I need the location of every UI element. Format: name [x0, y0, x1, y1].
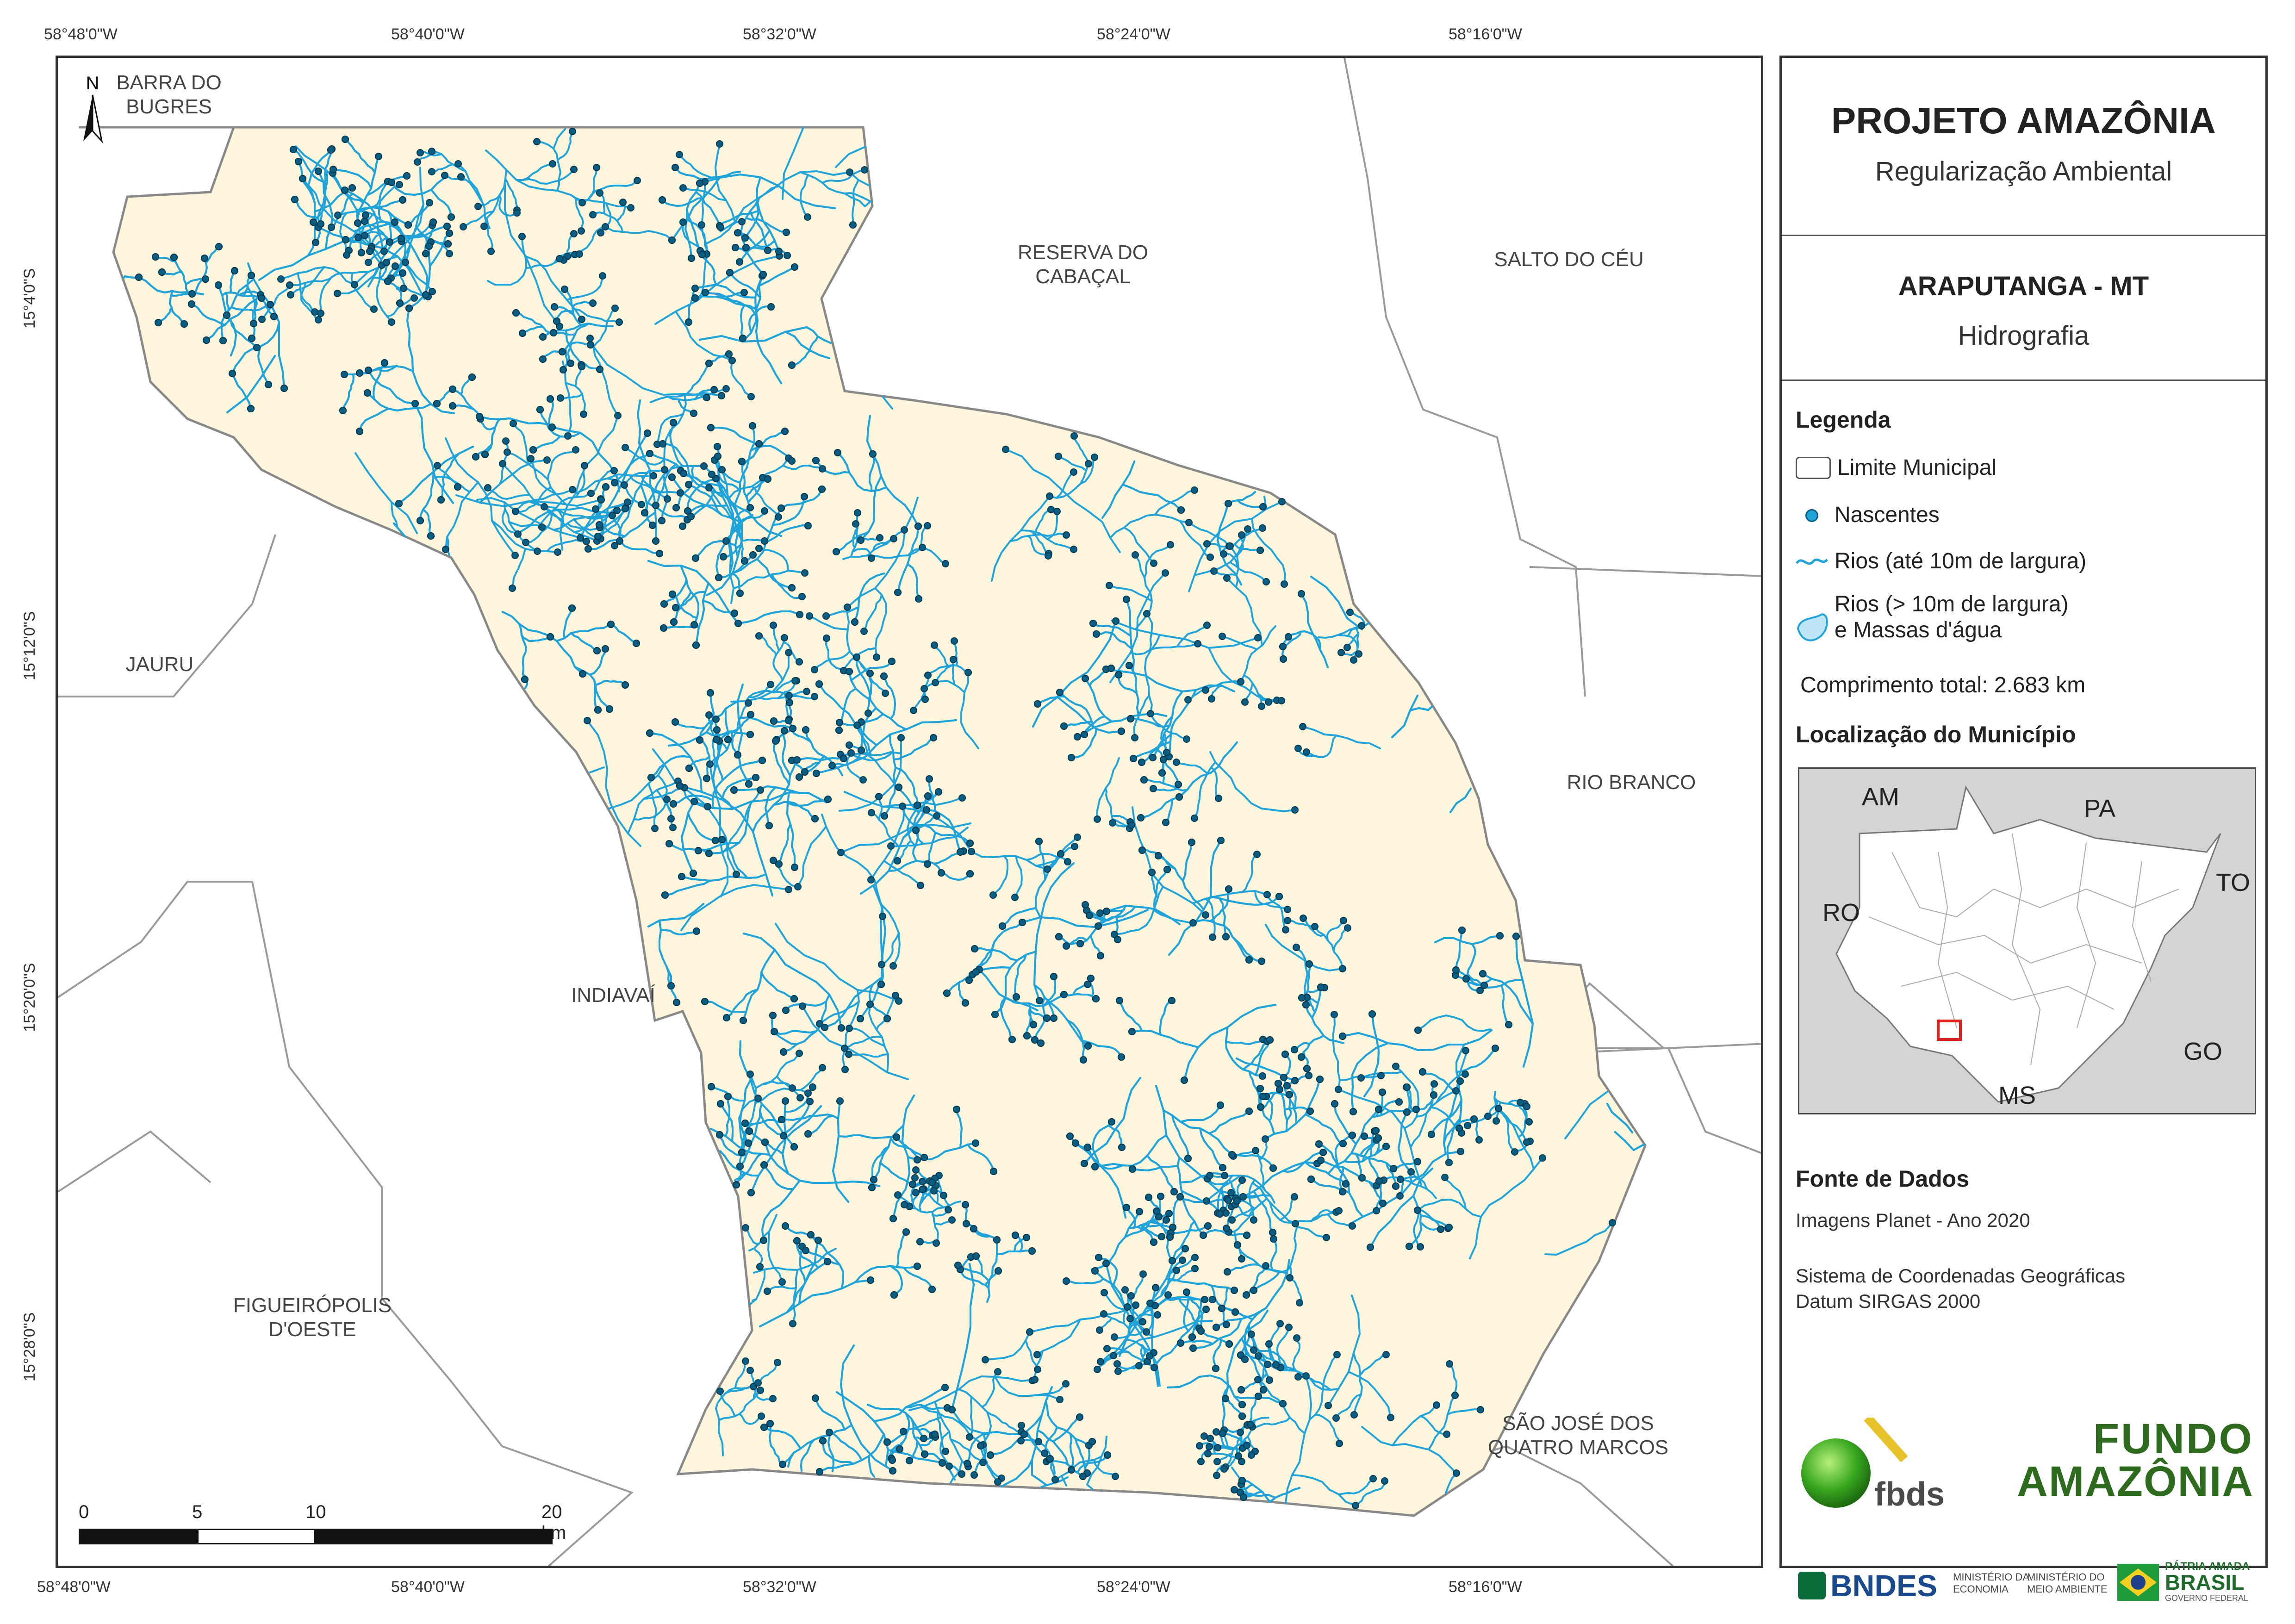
legend-section: Legenda Limite Municipal Nascentes Rios …: [1782, 381, 2265, 1603]
coord-top-1: 58°48'0"W: [44, 25, 118, 43]
coord-top-3: 58°32'0"W: [743, 25, 816, 43]
coord-top-4: 58°24'0"W: [1097, 25, 1170, 43]
municipality-boundary: [79, 126, 1647, 1517]
inset-label-am: AM: [1862, 783, 1899, 811]
governo-text: GOVERNO FEDERAL: [2165, 1593, 2249, 1603]
coord-left-2: 15°12'0"S: [21, 611, 38, 680]
spring-swatch: [1796, 502, 1828, 528]
north-label: N: [86, 73, 100, 93]
min-economia-1: MINISTÉRIO DA: [1953, 1571, 2030, 1583]
scale-bar: 0 5 10 20 km: [79, 1502, 569, 1548]
coord-top-2: 58°40'0"W: [391, 25, 465, 43]
water-body-swatch: [1797, 613, 1828, 641]
ministerio-ambiente: MINISTÉRIO DO MEIO AMBIENTE: [2027, 1571, 2108, 1595]
source-line-3: Datum SIRGAS 2000: [1796, 1290, 1981, 1312]
source-line-1: Imagens Planet - Ano 2020: [1796, 1209, 2030, 1231]
map-canvas: [58, 58, 1761, 1566]
bndes-text: BNDES: [1830, 1568, 1938, 1603]
location-inset-map: AM PA TO RO GO MS: [1798, 767, 2256, 1114]
coord-bottom-5: 58°16'0"W: [1449, 1578, 1522, 1596]
limite-swatch: [1796, 456, 1831, 479]
inset-label-pa: PA: [2084, 795, 2116, 822]
fundo-amazonia-logo: FUNDO AMAZÔNIA: [1976, 1415, 2254, 1505]
legend-label-rios-big-1: Rios (> 10m de largura): [1835, 592, 2069, 616]
label-salto-do-ceu: SALTO DO CÉU: [1494, 248, 1644, 271]
bndes-logo: BNDES: [1798, 1568, 1937, 1603]
municipality-section: ARAPUTANGA - MT Hidrografia: [1782, 236, 2265, 381]
scale-label-10: 10: [305, 1502, 326, 1522]
coord-left-3: 15°20'0"S: [21, 963, 38, 1032]
coord-left-1: 15°4'0"S: [21, 268, 38, 329]
map-frame: N BARRA DO BUGRES RESERVA DO CABAÇAL SAL…: [56, 56, 1763, 1568]
river-network: [123, 126, 1645, 1506]
scale-label-5: 5: [192, 1502, 203, 1522]
legend-item-rios-small: Rios (até 10m de largura): [1796, 548, 2086, 574]
source-line-2: Sistema de Coordenadas Geográficas: [1796, 1265, 2126, 1287]
legend-label-rios-big-2: e Massas d'água: [1835, 618, 2002, 642]
label-rio-branco: RIO BRANCO: [1567, 771, 1696, 794]
governo-federal-logo: PÁTRIA AMADA BRASIL GOVERNO FEDERAL: [2115, 1559, 2250, 1606]
min-ambiente-1: MINISTÉRIO DO: [2027, 1571, 2105, 1583]
patria-text: PÁTRIA AMADA: [2165, 1560, 2250, 1573]
coord-bottom-1: 58°48'0"W: [37, 1578, 111, 1596]
label-barra-do-bugres: BARRA DO BUGRES: [116, 71, 222, 118]
legend-item-limite: Limite Municipal: [1796, 455, 1996, 480]
legend-label-limite: Limite Municipal: [1837, 455, 1997, 480]
inset-label-ro: RO: [1822, 899, 1860, 927]
total-length: Comprimento total: 2.683 km: [1800, 673, 2086, 697]
theme-name: Hidrografia: [1958, 321, 2090, 351]
river-swatch: [1796, 558, 1828, 565]
side-panel: PROJETO AMAZÔNIA Regularização Ambiental…: [1779, 56, 2268, 1603]
municipality-name: ARAPUTANGA - MT: [1898, 271, 2149, 301]
legend-title: Legenda: [1796, 407, 1891, 433]
label-figueiropolis: FIGUEIRÓPOLIS D'OESTE: [233, 1294, 392, 1341]
label-indiavai: INDIAVAÍ: [571, 984, 655, 1007]
legend-label-nascentes: Nascentes: [1835, 503, 1940, 527]
coord-bottom-2: 58°40'0"W: [391, 1578, 465, 1596]
label-reserva-do-cabacal: RESERVA DO CABAÇAL: [1017, 241, 1149, 288]
coord-bottom-4: 58°24'0"W: [1097, 1578, 1170, 1596]
north-arrow: N: [76, 72, 109, 148]
coord-bottom-3: 58°32'0"W: [743, 1578, 816, 1596]
brasil-text: BRASIL: [2165, 1570, 2245, 1594]
title-section: PROJETO AMAZÔNIA Regularização Ambiental: [1782, 58, 2265, 236]
location-title: Localização do Município: [1796, 722, 2076, 747]
inset-label-to: TO: [2216, 869, 2251, 896]
legend-label-rios-small: Rios (até 10m de largura): [1835, 549, 2087, 573]
min-economia-2: ECONOMIA: [1953, 1583, 2009, 1595]
project-subtitle: Regularização Ambiental: [1875, 156, 2172, 187]
project-title: PROJETO AMAZÔNIA: [1831, 100, 2216, 141]
label-jauru: JAURU: [125, 653, 194, 676]
inset-label-ms: MS: [1998, 1082, 2036, 1109]
source-title: Fonte de Dados: [1796, 1166, 1970, 1192]
coord-left-4: 15°28'0"S: [21, 1312, 38, 1381]
legend-item-nascentes: Nascentes: [1796, 502, 1940, 528]
coord-top-5: 58°16'0"W: [1449, 25, 1522, 43]
fbds-text: fbds: [1874, 1476, 1945, 1513]
spring-points: [135, 128, 1616, 1509]
inset-label-go: GO: [2183, 1038, 2223, 1065]
fundo-text: FUNDO: [2093, 1415, 2254, 1462]
fbds-logo: fbds: [1798, 1414, 1955, 1513]
legend-item-rios-big: Rios (> 10m de largura) e Massas d'água: [1796, 591, 2069, 652]
label-sao-jose: SÃO JOSÉ DOS QUATRO MARCOS: [1487, 1412, 1669, 1459]
amazonia-text: AMAZÔNIA: [2017, 1458, 2254, 1505]
min-ambiente-2: MEIO AMBIENTE: [2027, 1583, 2108, 1595]
scale-label-0: 0: [79, 1502, 89, 1522]
ministerio-economia: MINISTÉRIO DA ECONOMIA: [1953, 1571, 2029, 1595]
